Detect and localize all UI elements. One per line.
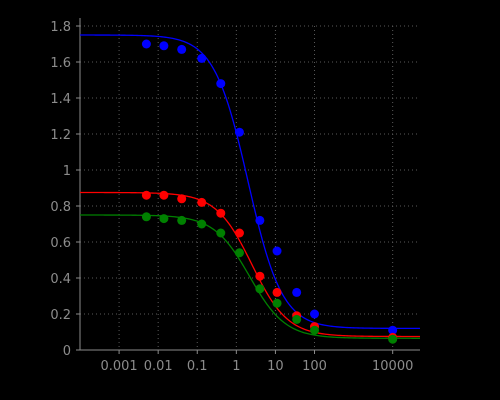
data-point bbox=[197, 53, 207, 63]
y-tick-label: 1.6 bbox=[50, 56, 71, 71]
y-tick-label: 0.8 bbox=[50, 200, 71, 215]
data-point bbox=[272, 287, 282, 297]
data-point bbox=[234, 248, 244, 258]
data-point bbox=[272, 246, 282, 256]
x-tick-labels: 0.001 0.01 0.1 1 10 100 10000 bbox=[100, 359, 413, 374]
data-point bbox=[177, 215, 187, 225]
fit-curve bbox=[80, 191, 420, 338]
data-point bbox=[272, 298, 282, 308]
x-tick-label: 10000 bbox=[372, 359, 413, 374]
data-point bbox=[177, 44, 187, 54]
data-point bbox=[141, 212, 151, 222]
y-tick-label: 1.2 bbox=[50, 128, 71, 143]
data-point bbox=[216, 79, 226, 89]
data-point bbox=[388, 325, 398, 335]
data-point bbox=[197, 219, 207, 229]
data-point bbox=[159, 190, 169, 200]
data-point bbox=[216, 208, 226, 218]
fit-curve bbox=[79, 34, 420, 330]
x-tick-label: 0.1 bbox=[187, 359, 208, 374]
data-point bbox=[234, 228, 244, 238]
data-point bbox=[255, 284, 265, 294]
x-tick-label: 0.001 bbox=[100, 359, 137, 374]
data-point bbox=[234, 127, 244, 137]
data-point bbox=[255, 215, 265, 225]
data-point bbox=[292, 314, 302, 324]
grid bbox=[80, 25, 420, 350]
y-tick-label: 0 bbox=[63, 344, 71, 359]
y-tick-label: 1 bbox=[63, 164, 71, 179]
data-point bbox=[141, 39, 151, 49]
y-tick-label: 0.2 bbox=[50, 308, 71, 323]
y-tick-label: 0.6 bbox=[50, 236, 71, 251]
data-point bbox=[310, 325, 320, 335]
data-point bbox=[159, 41, 169, 51]
x-tick-label: 10 bbox=[267, 359, 284, 374]
data-points bbox=[141, 39, 398, 344]
data-point bbox=[388, 334, 398, 344]
axes bbox=[76, 18, 420, 354]
data-point bbox=[255, 271, 265, 281]
data-point bbox=[159, 214, 169, 224]
x-tick-label: 100 bbox=[302, 359, 327, 374]
data-point bbox=[141, 190, 151, 200]
y-tick-label: 1.4 bbox=[50, 92, 71, 107]
fit-curve bbox=[80, 214, 420, 339]
y-tick-label: 0.4 bbox=[50, 272, 71, 287]
data-point bbox=[216, 228, 226, 238]
x-tick-label: 1 bbox=[232, 359, 240, 374]
data-point bbox=[310, 309, 320, 319]
y-tick-labels: 0 0.2 0.4 0.6 0.8 1 1.2 1.4 1.6 1.8 bbox=[50, 20, 71, 359]
x-tick-label: 0.01 bbox=[144, 359, 173, 374]
data-point bbox=[292, 287, 302, 297]
data-point bbox=[197, 197, 207, 207]
y-tick-label: 1.8 bbox=[50, 20, 71, 35]
fit-curves bbox=[79, 34, 420, 339]
data-point bbox=[177, 194, 187, 204]
